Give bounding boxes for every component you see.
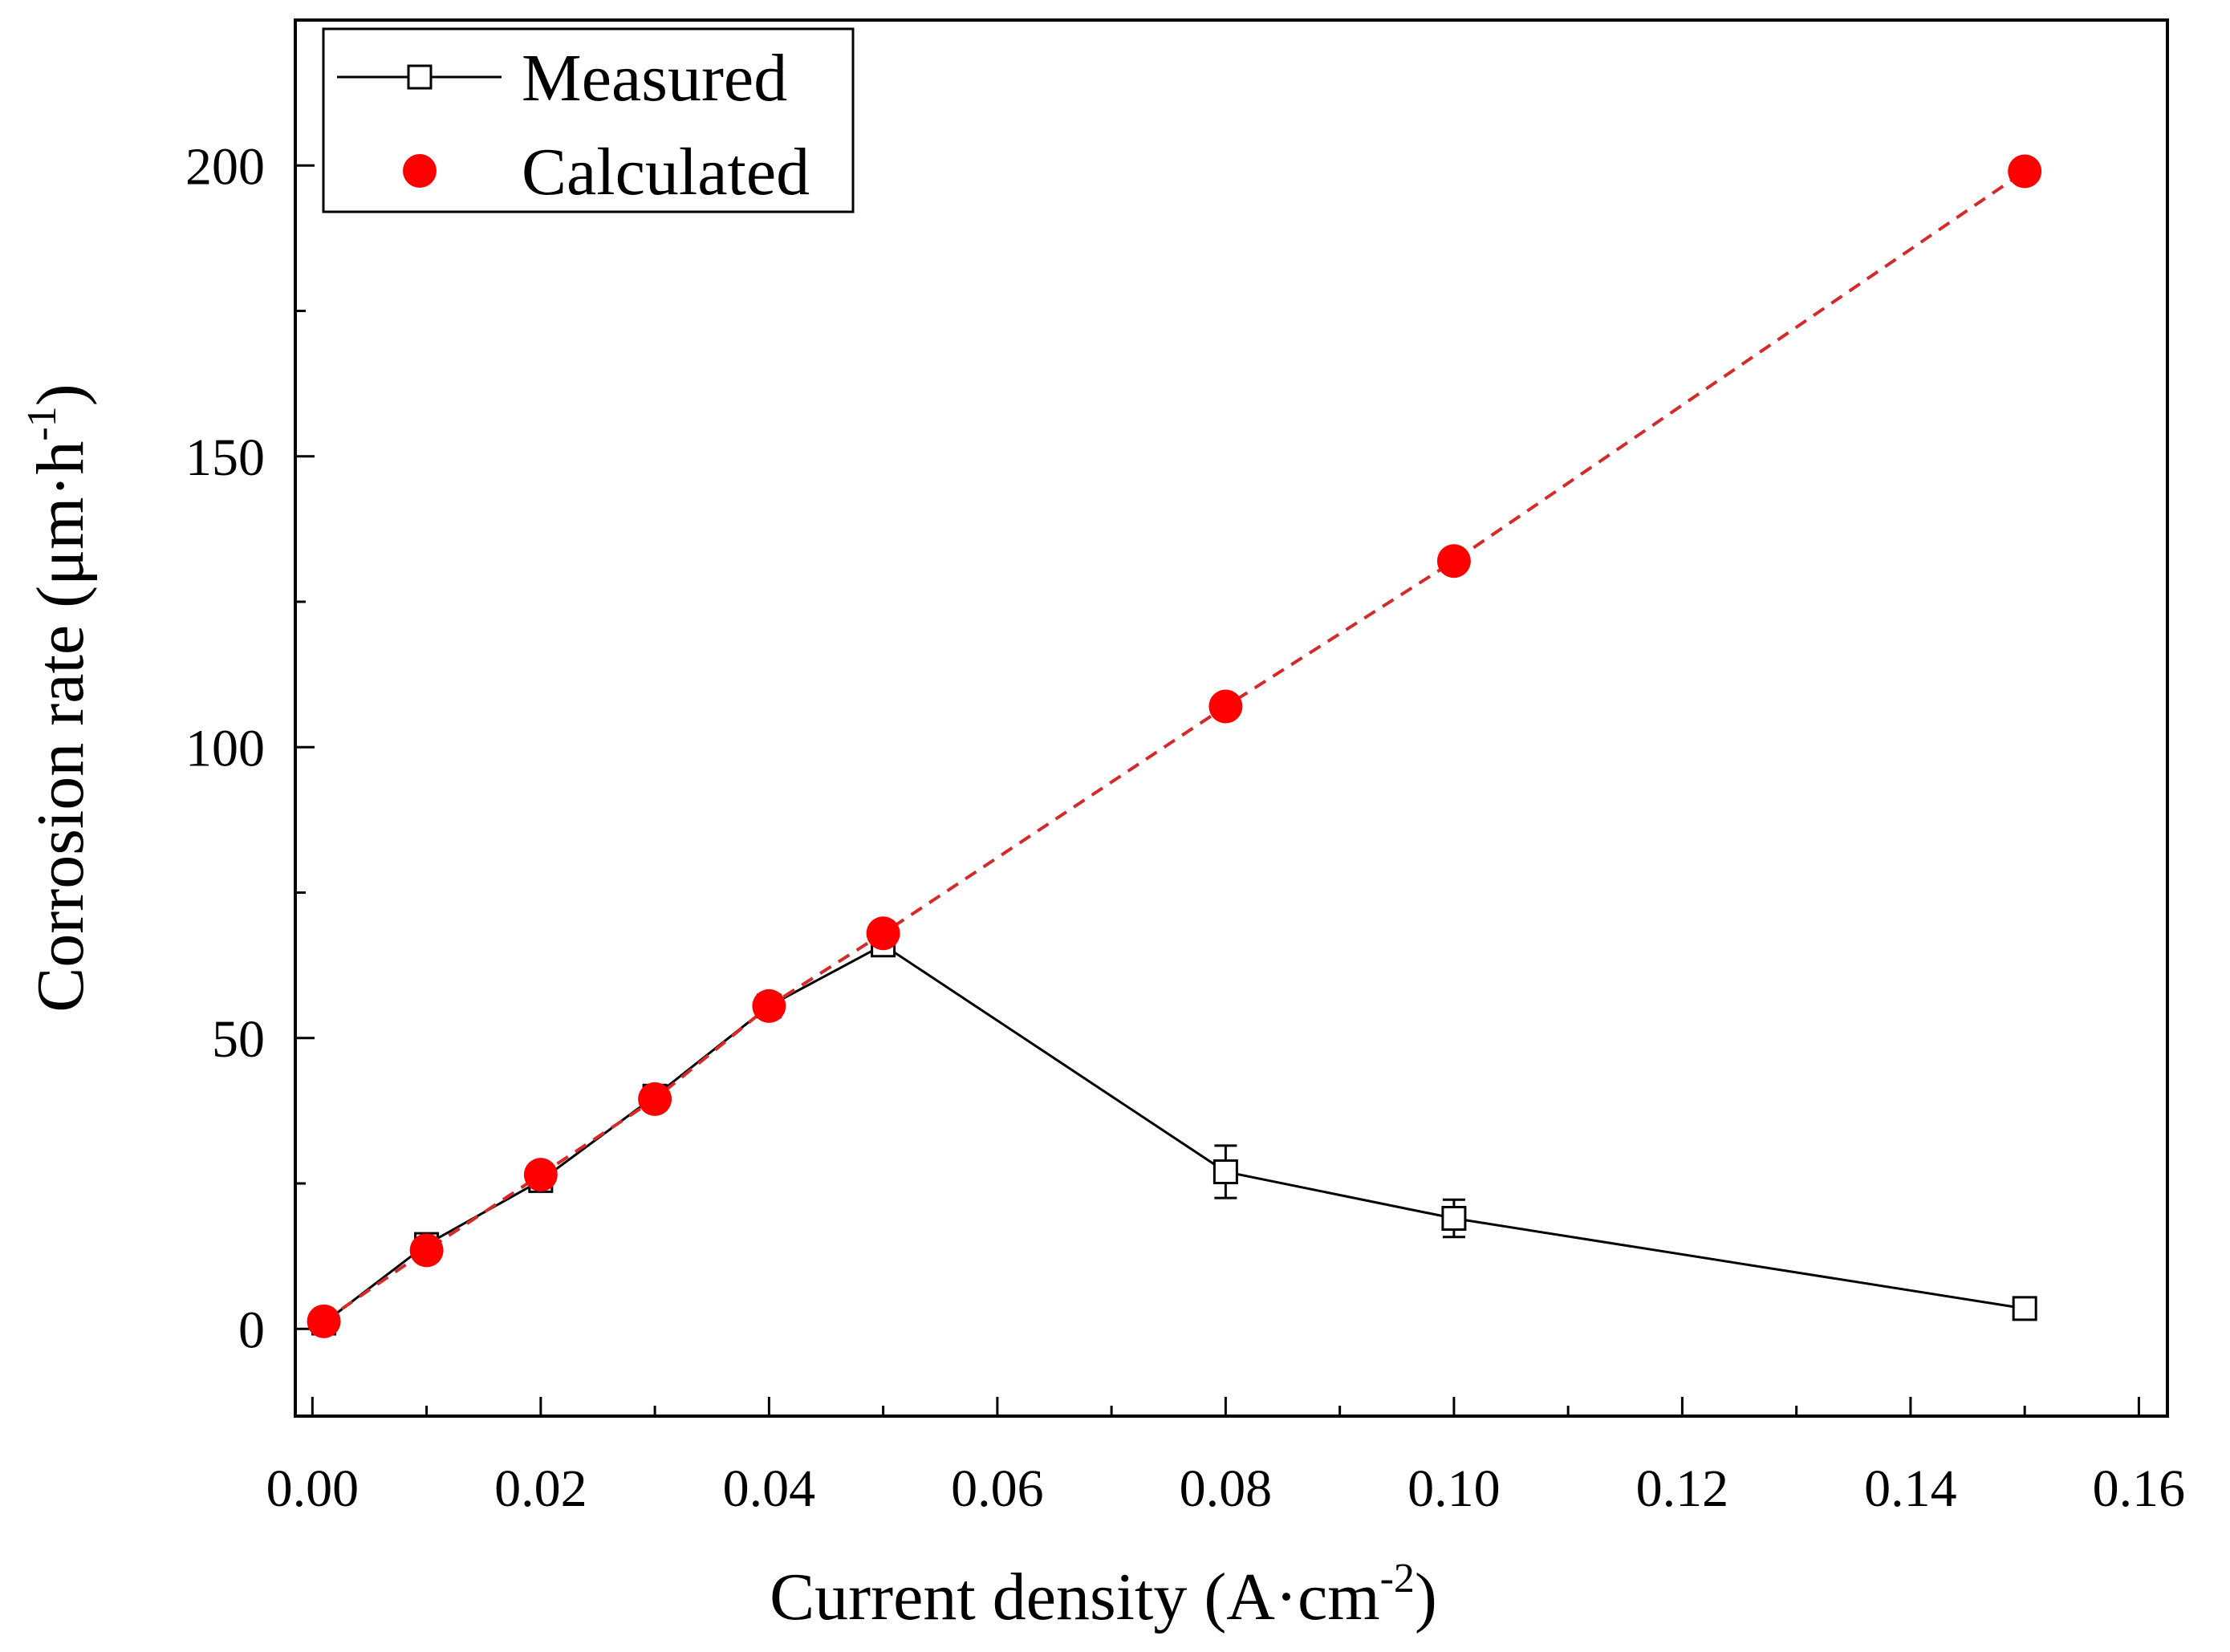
measured-point (1212, 1159, 1238, 1184)
calculated-point (409, 1233, 444, 1268)
y-tick-label: 150 (185, 428, 265, 487)
y-tick-label: 50 (212, 1010, 265, 1069)
measured-point (1441, 1206, 1467, 1231)
calculated-series-line (323, 169, 2026, 1323)
plot-area-frame (294, 18, 2169, 1418)
y-axis-title-close: ) (23, 384, 98, 406)
y-tick-label: 100 (185, 719, 265, 777)
x-axis-title: Current density (A·cm-2) (770, 1556, 1437, 1634)
tick-labels: 0.00 0.02 0.04 0.06 0.08 0.10 0.12 0.14 0.16 0 50 1… (185, 137, 2185, 1518)
y-axis-title-superscript: -1 (19, 406, 65, 440)
axis-ticks (295, 164, 2140, 1416)
x-tick-label: 0.08 (1180, 1459, 1273, 1518)
x-tick-label: 0.12 (1636, 1459, 1729, 1518)
y-axis-title-text: Corrosion rate (μm·h (23, 441, 98, 1013)
calculated-point (1208, 689, 1243, 724)
legend-calculated-label: Calculated (522, 135, 810, 209)
legend-measured-label: Measured (522, 41, 787, 116)
legend: Measured Calculated (322, 27, 855, 213)
x-tick-label: 0.10 (1407, 1459, 1501, 1518)
x-axis-title-text: Current density (A·cm (770, 1560, 1379, 1634)
legend-calculated-marker (403, 154, 437, 188)
calculated-point (638, 1082, 672, 1116)
x-tick-label: 0.14 (1864, 1459, 1957, 1518)
legend-measured-marker (407, 64, 433, 90)
calculated-point (752, 988, 786, 1023)
calculated-point (866, 916, 900, 951)
x-tick-label: 0.04 (723, 1459, 816, 1518)
x-axis-title-close: ) (1415, 1560, 1437, 1634)
calculated-point (2008, 154, 2042, 189)
x-tick-label: 0.00 (266, 1459, 359, 1518)
calculated-point (307, 1304, 341, 1338)
x-tick-label: 0.02 (494, 1459, 587, 1518)
x-axis-title-superscript: -2 (1380, 1556, 1415, 1601)
y-tick-label: 200 (185, 137, 265, 196)
x-tick-label: 0.06 (951, 1459, 1044, 1518)
calculated-point (523, 1158, 558, 1192)
series-layer (307, 154, 2042, 1338)
x-tick-label: 0.16 (2093, 1459, 2186, 1518)
calculated-point (1436, 544, 1471, 578)
measured-point (2012, 1296, 2037, 1321)
measured-series-line (323, 944, 2025, 1325)
y-tick-label: 0 (238, 1301, 265, 1359)
y-axis-title: Corrosion rate (μm·h-1) (19, 384, 98, 1013)
